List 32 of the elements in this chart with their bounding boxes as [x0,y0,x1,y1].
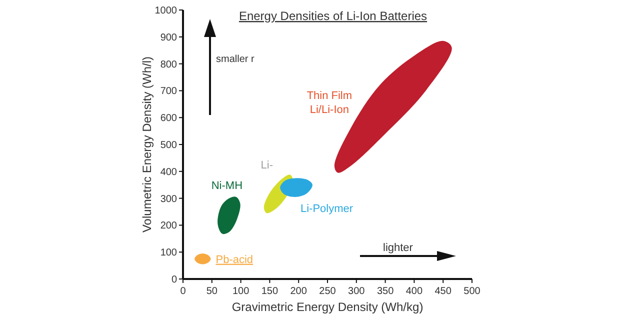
x-tick-label: 0 [180,286,186,297]
x-tick-label: 350 [376,286,394,297]
y-tick-label: 400 [160,166,178,178]
y-tick-label: 100 [160,248,178,259]
y-tick-label: 200 [160,220,178,232]
x-tick-label: 300 [348,286,366,297]
y-tick-label: 600 [160,113,178,124]
x-tick-label: 50 [206,286,218,297]
x-tick-label: 250 [319,286,336,297]
x-tick-label: 100 [232,286,250,297]
x-tick-label: 400 [406,286,423,297]
series-label: Li- [260,160,274,172]
series-label: Thin Film Li/Li-Ion [306,90,352,116]
y-tick-label: 500 [160,140,178,151]
annotation: smaller r [216,54,256,65]
x-tick-label: 200 [290,286,308,297]
x-tick-label: 450 [434,286,452,297]
series-label: Ni-MH [211,180,243,192]
x-tick-label: 500 [464,286,481,297]
x-axis-title: Gravimetric Energy Density (Wh/kg) [232,300,424,314]
x-tick-label: 150 [261,286,278,297]
chart-title: Energy Densities of Li-Ion Batteries [238,9,428,23]
y-tick-label: 0 [171,274,178,286]
y-tick-label: 700 [160,86,178,98]
annotation: lighter [383,242,414,254]
y-tick-label: 800 [160,59,178,70]
series-label: Pb-acid [216,254,254,266]
y-tick-label: 1000 [154,6,178,16]
y-axis-title: Volumetric Energy Density (Wh/l) [140,56,154,233]
y-tick-label: 900 [160,32,178,44]
series-label: Li-Polymer [300,202,354,215]
y-tick-label: 300 [160,194,178,205]
